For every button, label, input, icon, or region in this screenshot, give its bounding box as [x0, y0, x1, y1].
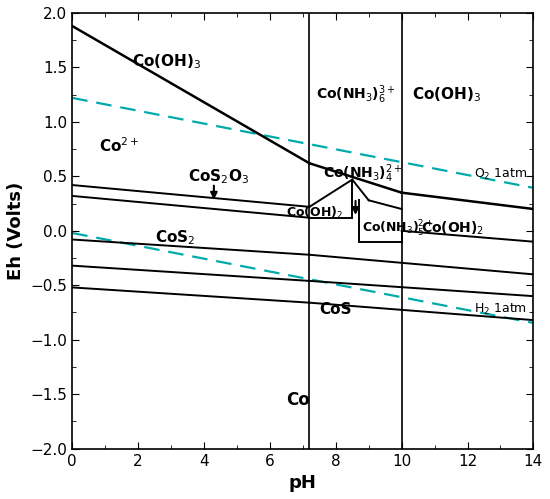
Text: O$_2$ 1atm: O$_2$ 1atm — [474, 167, 527, 182]
Text: Co(OH)$_2$: Co(OH)$_2$ — [421, 220, 485, 238]
Text: Co: Co — [287, 391, 310, 409]
Text: CoS: CoS — [320, 302, 352, 317]
Text: Co$^{2+}$: Co$^{2+}$ — [98, 137, 139, 155]
Text: H$_2$ 1atm: H$_2$ 1atm — [474, 302, 527, 317]
X-axis label: pH: pH — [289, 474, 317, 492]
Text: Co(OH)$_3$: Co(OH)$_3$ — [411, 85, 481, 104]
Text: Co(NH$_3$)$_5^{2+}$: Co(NH$_3$)$_5^{2+}$ — [362, 219, 433, 239]
Text: CoS$_2$O$_3$: CoS$_2$O$_3$ — [188, 167, 249, 186]
Text: CoS$_2$: CoS$_2$ — [155, 228, 195, 247]
Text: Co(OH)$_2$: Co(OH)$_2$ — [287, 205, 343, 222]
Text: Co(NH$_3$)$_6^{3+}$: Co(NH$_3$)$_6^{3+}$ — [316, 83, 395, 106]
Text: Co(NH$_3$)$_4^{2+}$: Co(NH$_3$)$_4^{2+}$ — [323, 163, 402, 186]
Y-axis label: Eh (Volts): Eh (Volts) — [7, 182, 25, 280]
Text: Co(OH)$_3$: Co(OH)$_3$ — [131, 52, 201, 71]
